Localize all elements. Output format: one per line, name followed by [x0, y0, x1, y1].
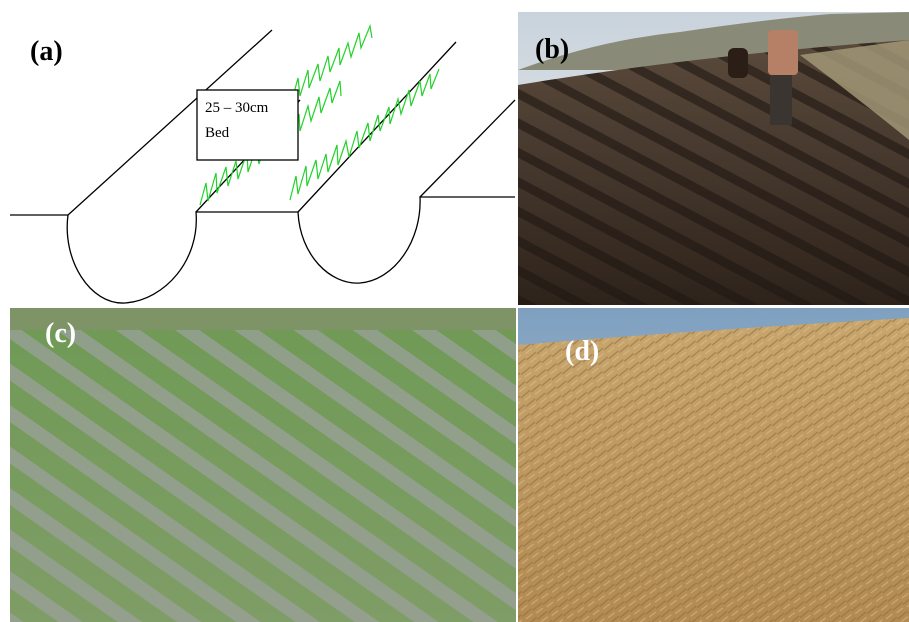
farmer	[768, 30, 798, 75]
panel-label: (b)	[535, 34, 569, 65]
panel-b: (b)	[518, 12, 909, 305]
ox	[728, 48, 748, 78]
farmer-legs	[770, 75, 792, 125]
panel-d: (d)	[518, 308, 909, 622]
bed-width: 25 – 30cm	[205, 100, 269, 116]
figure: 25 – 30cm Bed (a) (b) (c) (d)	[0, 0, 909, 622]
panel-label: (c)	[45, 318, 76, 349]
panel-a: 25 – 30cm Bed (a)	[0, 0, 515, 305]
bed-label: Bed	[205, 125, 230, 141]
furrows	[10, 330, 516, 622]
far-field	[10, 308, 516, 330]
panel-label: (d)	[565, 336, 599, 367]
panel-c: (c)	[10, 308, 516, 622]
panel-label: (a)	[30, 36, 63, 67]
